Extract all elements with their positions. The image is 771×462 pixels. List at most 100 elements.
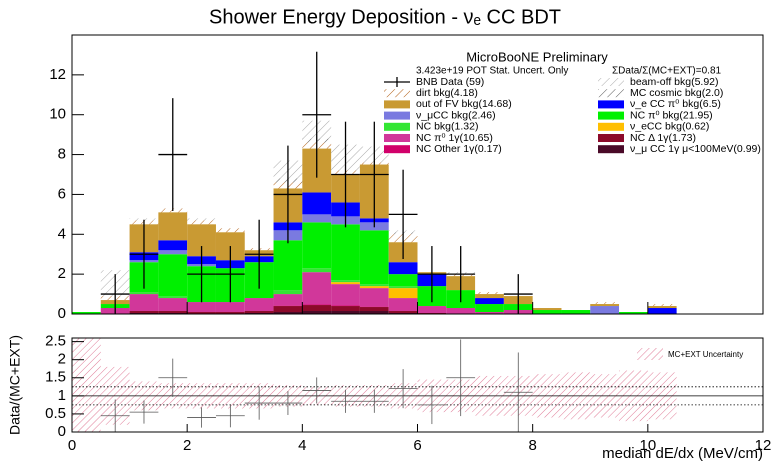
bar-segment [532, 308, 562, 311]
bar-segment [359, 288, 389, 307]
bar-segment [215, 312, 245, 314]
bar-segment [129, 292, 159, 295]
x-tick-label: 6 [413, 437, 421, 454]
legend-label: NC Other 1γ(0.17) [416, 143, 502, 155]
bar-segment [273, 240, 303, 291]
bar-segment [359, 284, 389, 287]
bar-segment [475, 294, 504, 299]
legend-label: BNB Data (59) [416, 76, 484, 88]
legend-label: out of FV bkg(14.68) [416, 98, 512, 110]
bar-segment [359, 311, 389, 314]
bar-segment [388, 274, 418, 287]
y-tick-label: 1 [58, 387, 66, 404]
bar-segment [244, 298, 274, 312]
bar-segment [359, 286, 389, 289]
y-tick-label: 8 [58, 146, 66, 163]
bar-segment [388, 286, 418, 289]
legend-label: ν_eCC bkg(0.62) [630, 121, 709, 133]
bar-segment [302, 214, 332, 223]
bar-segment [187, 220, 216, 225]
bar-segment [187, 302, 216, 313]
legend-label: ν_μ CC 1γ μ<100MeV(0.99) [630, 143, 761, 155]
legend-swatch [384, 145, 410, 154]
bar-segment [619, 312, 648, 314]
uncertainty-band [72, 338, 101, 432]
bar-segment [302, 268, 332, 273]
bar-segment [647, 308, 677, 314]
legend-swatch [384, 134, 410, 142]
chart-title: Shower Energy Deposition - νₑ CC BDT [209, 6, 561, 28]
y-tick-label: 2 [58, 351, 66, 368]
legend-label: NC π⁰ 1γ(10.65) [416, 132, 493, 144]
x-tick-label: 10 [639, 437, 656, 454]
bar-segment [331, 224, 360, 281]
bar-segment [158, 311, 188, 314]
y-tick-label: 1.5 [45, 369, 66, 386]
legend-swatch [598, 111, 624, 120]
y-tick-label: 12 [49, 66, 66, 83]
legend-label: beam-off bkg(5.92) [630, 76, 719, 88]
bar-segment [302, 192, 332, 215]
bar-segment [273, 290, 303, 295]
x-tick-label: 8 [528, 437, 536, 454]
bar-segment [475, 292, 504, 295]
y-tick-label: 0.5 [45, 405, 66, 422]
legend-label: MC+EXT Uncertainty [668, 350, 743, 359]
legend-label: dirt bkg(4.18) [416, 87, 478, 99]
bar-segment [273, 294, 303, 306]
legend-swatch [598, 145, 624, 154]
y-tick-label: 2 [58, 265, 66, 282]
bar-segment [187, 312, 216, 314]
legend-label: NC bkg(1.32) [416, 121, 478, 133]
bar-segment [417, 306, 447, 314]
bar-segment [187, 218, 216, 221]
y-tick-label: 0 [58, 423, 66, 440]
legend-label: ν_e CC π⁰ bkg(6.5) [630, 98, 721, 110]
bar-segment [72, 312, 101, 314]
y-tick-label: 10 [49, 106, 66, 123]
y-tick-label: 0 [58, 305, 66, 322]
bar-segment [129, 311, 159, 314]
y-tick-label: 4 [58, 225, 66, 242]
bar-segment [158, 240, 188, 251]
bar-segment [331, 305, 360, 307]
bar-segment [158, 250, 188, 255]
bar-segment [302, 222, 332, 269]
bar-segment [388, 311, 418, 314]
legend-label: NC π⁰ bkg(21.95) [630, 109, 713, 121]
bar-segment [331, 280, 360, 283]
legend-swatch [384, 100, 410, 109]
bar-segment [273, 306, 303, 313]
legend-swatch [598, 134, 624, 142]
legend-swatch [384, 122, 410, 131]
legend-swatch [598, 89, 624, 98]
x-tick-label: 12 [755, 437, 771, 454]
bar-segment [359, 230, 389, 285]
bar-segment [446, 308, 476, 314]
bar-segment [302, 272, 332, 305]
bar-segment [647, 306, 677, 309]
annotation: 3.423e+19 POT Stat. Uncert. Only [416, 66, 568, 77]
bar-segment [129, 218, 159, 221]
bar-segment [331, 311, 360, 314]
bar-segment [273, 312, 303, 314]
bar-segment [475, 304, 504, 313]
legend-swatch [598, 78, 624, 86]
legend-label: NC Δ 1γ(1.73) [630, 132, 696, 144]
bar-segment [388, 298, 418, 312]
y-tick-label: 2.5 [45, 333, 66, 350]
x-tick-label: 4 [298, 437, 306, 454]
legend-swatch [637, 348, 663, 360]
legend-label: MC cosmic bkg(2.0) [630, 87, 723, 99]
bar-segment [590, 302, 620, 305]
bar-segment [215, 228, 245, 233]
y-tick-label: 6 [58, 185, 66, 202]
plot-area [72, 338, 763, 432]
bar-segment [129, 294, 159, 312]
bar-segment [158, 298, 188, 312]
bar-segment [475, 298, 504, 305]
annotation: ΣData/Σ(MC+EXT)=0.81 [612, 66, 722, 77]
bar-segment [302, 311, 332, 314]
bar-segment [590, 304, 620, 307]
legend-swatch [384, 111, 410, 120]
